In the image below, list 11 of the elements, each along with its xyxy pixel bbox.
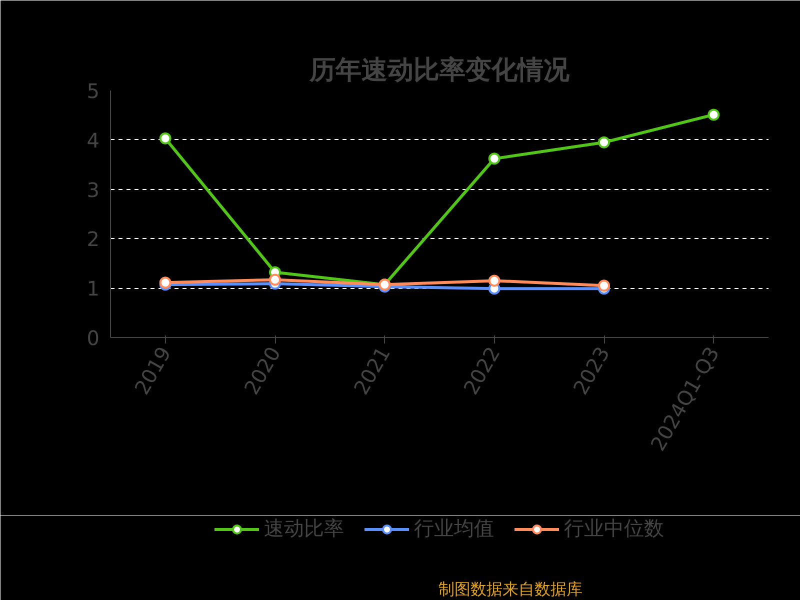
y-tick-label: 4	[86, 128, 100, 152]
chart-title: 历年速动比率变化情况	[308, 56, 570, 86]
legend-label: 行业均值	[414, 515, 494, 542]
text: 制图数据来自数据库	[438, 580, 582, 598]
legend-label: 速动比率	[264, 515, 344, 542]
y-tick-label: 1	[86, 276, 100, 301]
y-tick-label: 3	[86, 178, 100, 202]
y-tick-label: 0	[86, 326, 100, 350]
y-tick-label: 5	[86, 79, 100, 103]
legend-label: 行业中位数	[564, 515, 664, 542]
y-tick-label: 2	[86, 227, 100, 252]
